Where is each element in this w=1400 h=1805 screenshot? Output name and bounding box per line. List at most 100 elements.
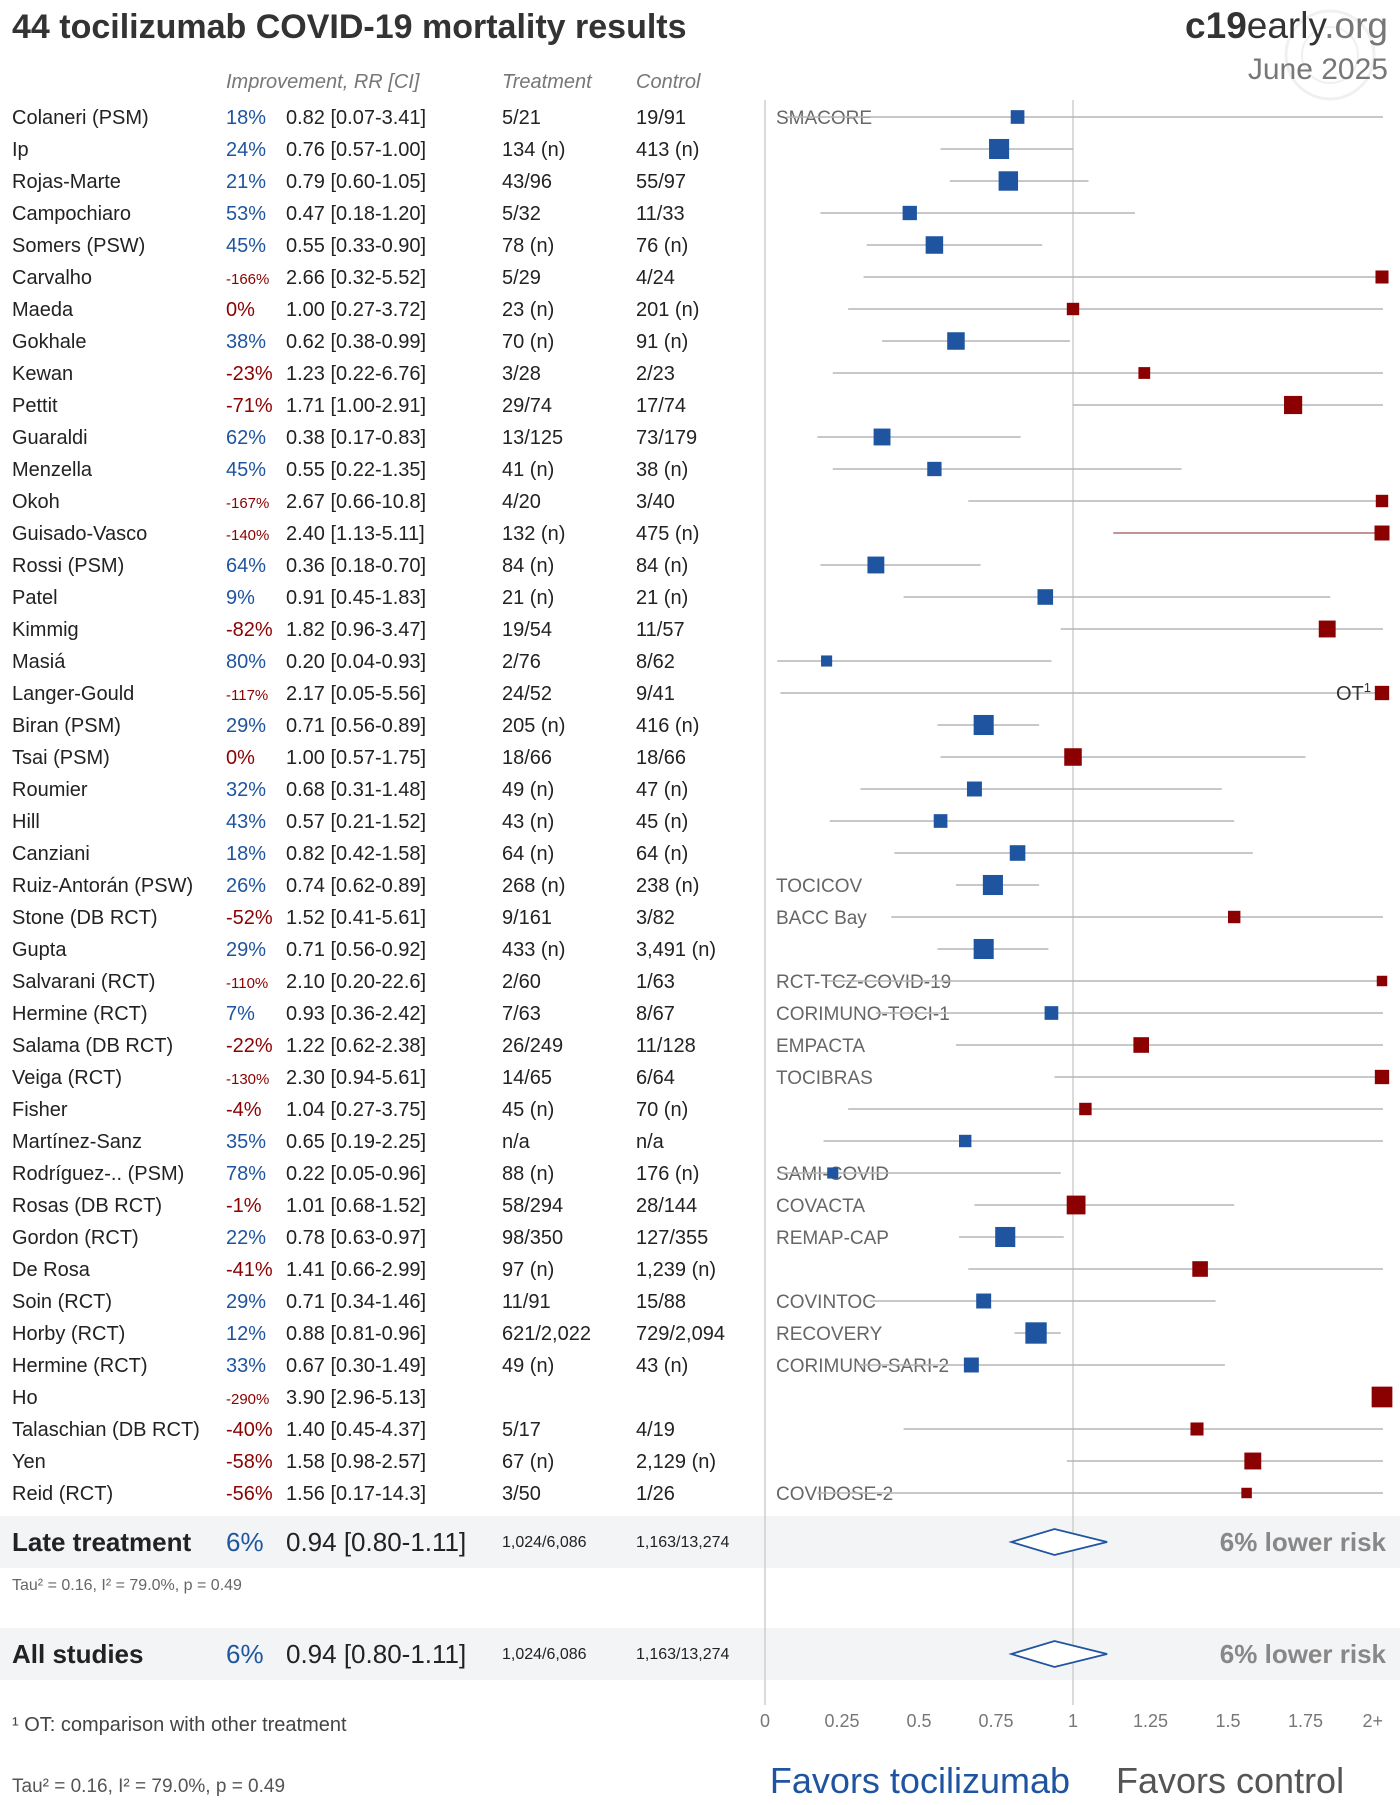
study-row: Kewan -23% 1.23 [0.22-6.76] 3/28 2/23 [12,363,1383,385]
study-row: Pettit -71% 1.71 [1.00-2.91] 29/74 17/74 [12,395,1383,417]
study-control: 8/67 [636,1003,675,1025]
point-estimate [867,556,885,574]
study-row: Salama (DB RCT) -22% 1.22 [0.62-2.38] 26/24… [12,1035,1383,1057]
point-estimate [1374,525,1390,541]
study-improvement: -22% [226,1035,273,1057]
study-rr-ci: 1.00 [0.57-1.75] [286,747,426,769]
point-estimate [933,814,948,828]
study-rr-ci: 2.67 [0.66-10.8] [286,491,426,513]
study-improvement: 18% [226,843,266,865]
point-estimate [966,781,982,797]
page-title: 44 tocilizumab COVID-19 mortality result… [12,8,687,46]
point-estimate [989,138,1010,160]
study-improvement: 62% [226,427,266,449]
study-rr-ci: 1.01 [0.68-1.52] [286,1195,426,1217]
study-improvement: -110% [226,975,268,992]
study-control: 28/144 [636,1195,697,1217]
summary-diamond [1008,1528,1108,1556]
study-control: 18/66 [636,747,686,769]
study-control: 38 (n) [636,459,688,481]
trial-label: COVIDOSE-2 [776,1484,893,1505]
axis-lines [764,100,1074,1705]
study-improvement: 78% [226,1163,266,1185]
study-improvement: -71% [226,395,273,417]
study-improvement: 64% [226,555,266,577]
study-treatment: 5/32 [502,203,541,225]
point-estimate [902,205,917,221]
point-estimate [1241,1487,1252,1499]
trial-label: RCT-TCZ-COVID-19 [776,972,951,993]
study-name: Rojas-Marte [12,171,121,193]
study-rr-ci: 1.40 [0.45-4.37] [286,1419,426,1441]
point-estimate [1066,1195,1086,1215]
study-rr-ci: 2.10 [0.20-22.6] [286,971,426,993]
brand-logo: c19early.org [1185,5,1388,46]
study-row: Campochiaro 53% 0.47 [0.18-1.20] 5/32 11/33 [12,203,1135,225]
study-treatment: 70 (n) [502,331,554,353]
summary-rr-ci: 0.94 [0.80-1.11] [286,1527,466,1557]
study-name: Langer-Gould [12,683,134,705]
study-name: Hermine (RCT) [12,1003,148,1025]
summary-risk-text: 6% lower risk [1220,1527,1387,1557]
study-improvement: 45% [226,235,266,257]
study-improvement: 9% [226,587,255,609]
study-rr-ci: 0.65 [0.19-2.25] [286,1131,426,1153]
point-estimate [995,1226,1016,1248]
study-control: n/a [636,1131,665,1153]
study-row: Rossi (PSM) 64% 0.36 [0.18-0.70] 84 (n) 84 (… [12,555,981,577]
study-row: Ip 24% 0.76 [0.57-1.00] 134 (n) 413 (n) [12,138,1073,161]
point-estimate [947,332,965,350]
study-rr-ci: 0.71 [0.56-0.92] [286,939,426,961]
study-improvement: 53% [226,203,266,225]
point-estimate [1374,1069,1390,1085]
study-name: Gordon (RCT) [12,1227,139,1249]
study-control: 47 (n) [636,779,688,801]
study-control: 413 (n) [636,139,699,161]
study-row: Guaraldi 62% 0.38 [0.17-0.83] 13/125 73/179 [12,427,1021,449]
study-treatment: 5/21 [502,107,541,129]
study-row: Langer-Gould -117% 2.17 [0.05-5.56] 24/52 9/… [12,680,1390,705]
study-name: Ip [12,139,29,161]
study-rr-ci: 1.52 [0.41-5.61] [286,907,426,929]
point-estimate [1133,1037,1149,1053]
point-estimate [1376,975,1388,987]
header-improvement: Improvement, RR [CI] [226,71,420,93]
study-treatment: 205 (n) [502,715,565,737]
study-control: 3/40 [636,491,675,513]
point-estimate [1037,589,1054,605]
study-row: De Rosa -41% 1.41 [0.66-2.99] 97 (n) 1,239 (… [12,1259,1383,1281]
study-row: Stone (DB RCT) -52% 1.52 [0.41-5.61] 9/161 3… [12,907,1383,929]
study-improvement: -82% [226,619,273,641]
study-control: 91 (n) [636,331,688,353]
study-treatment: 14/65 [502,1067,552,1089]
brand-c19: c19 [1185,5,1247,46]
study-treatment: n/a [502,1131,531,1153]
study-name: Okoh [12,491,60,513]
study-name: Ruiz-Antorán (PSW) [12,875,193,897]
study-row: Masiá 80% 0.20 [0.04-0.93] 2/76 8/62 [12,651,1052,673]
study-name: Soin (RCT) [12,1291,112,1313]
study-treatment: 5/29 [502,267,541,289]
header-treatment: Treatment [502,71,593,93]
study-improvement: 21% [226,171,266,193]
study-treatment: 29/74 [502,395,552,417]
point-estimate [1318,620,1336,638]
study-row: Talaschian (DB RCT) -40% 1.40 [0.45-4.37] 5… [12,1419,1383,1441]
study-treatment: 49 (n) [502,1355,554,1377]
study-improvement: 45% [226,459,266,481]
study-row: Colaneri (PSM) 18% 0.82 [0.07-3.41] 5/21 19/… [12,107,1383,129]
trial-label: SMACORE [776,108,872,129]
study-rr-ci: 3.90 [2.96-5.13] [286,1387,426,1409]
study-rr-ci: 1.23 [0.22-6.76] [286,363,426,385]
study-improvement: -166% [226,271,269,288]
study-control: 70 (n) [636,1099,688,1121]
study-improvement: -1% [226,1195,262,1217]
x-tick-label: 1 [1068,1711,1078,1731]
study-name: Maeda [12,299,74,321]
study-control: 84 (n) [636,555,688,577]
trial-label: CORIMUNO-SARI-2 [776,1356,949,1377]
study-rr-ci: 0.79 [0.60-1.05] [286,171,426,193]
study-rr-ci: 2.17 [0.05-5.56] [286,683,426,705]
study-name: Roumier [12,779,88,801]
point-estimate [1375,494,1389,508]
